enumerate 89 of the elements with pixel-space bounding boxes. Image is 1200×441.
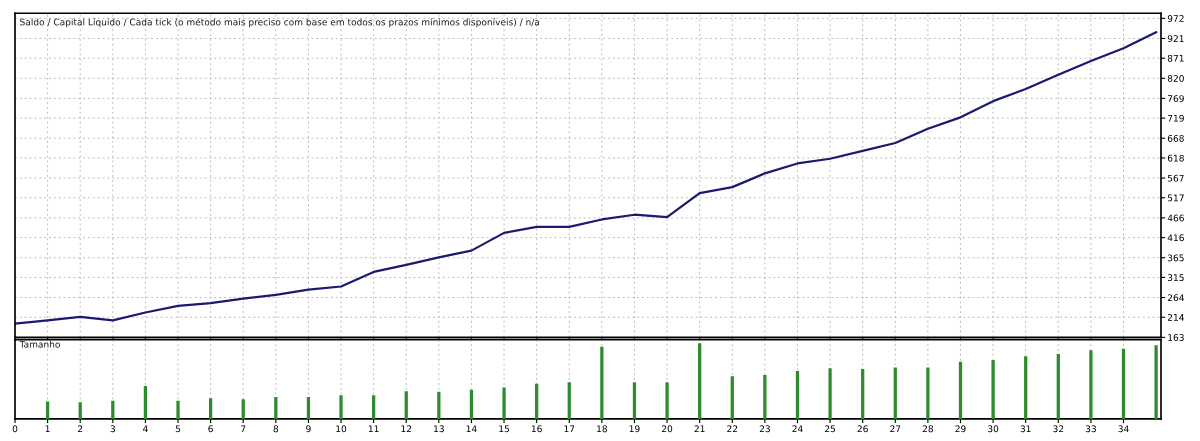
y-tick-label: 668 [1167,134,1184,142]
x-tick-label: 6 [208,425,213,433]
line-series [15,31,1158,325]
x-tick-label: 14 [466,425,477,433]
chart-title: Tamanho [19,340,60,348]
x-tick-label: 24 [792,425,803,433]
x-tick-label: 11 [368,425,379,433]
x-tick-label: 2 [78,425,83,433]
x-tick-label: 28 [922,425,934,433]
x-tick-label: 7 [241,425,246,433]
bar [893,367,897,419]
y-tick-label: 163 [1168,334,1184,341]
y-tick-label: 769 [1167,95,1184,102]
bar [208,398,213,419]
x-tick-label: 33 [1085,425,1096,433]
x-tick-label: 29 [955,425,966,433]
x-tick-label: 17 [564,425,575,433]
bar [535,383,539,419]
x-tick-label: 19 [629,425,640,433]
bar [241,399,245,419]
text: Saldo / Capital Líquido / Cada tick (o método mais preciso com base em todos os prazos mínimos disponíveis) / n/a [20,18,540,28]
bar [763,375,767,419]
bar [958,361,963,419]
bar [600,346,604,419]
bar [1089,350,1093,419]
x-tick-label: 5 [175,425,181,433]
x-tick-label: 13 [434,425,444,433]
bar [1056,353,1060,419]
bar [567,382,571,419]
x-tick-label: 27 [890,425,901,433]
bar [1024,356,1028,419]
x-tick-label: 9 [306,425,311,433]
x-tick-label: 30 [988,425,999,433]
bar [372,395,376,419]
bar [1121,348,1126,419]
bar [926,367,930,419]
bar [698,343,702,419]
x-tick-label: 32 [1053,425,1064,433]
x-tick-label: 34 [1118,425,1129,433]
x-tick-label: 25 [825,425,836,433]
bar [143,386,148,419]
bar [176,400,180,419]
x-tick-label: 8 [273,425,279,433]
x-tick-label: 12 [401,425,412,433]
y-tick-label: 416 [1167,234,1184,242]
x-tick-label: 16 [531,425,542,433]
bar [665,382,669,419]
x-tick-label: 1 [45,425,50,433]
x-tick-label: 31 [1020,425,1031,433]
x-tick-label: 22 [727,425,738,433]
bar [306,397,311,419]
bar [404,391,408,419]
y-tick-label: 972 [1167,15,1184,22]
x-tick-label: 3 [110,425,115,433]
y-tick-label: 820 [1167,75,1184,82]
y-tick-label: 214 [1167,313,1184,321]
x-tick-label: 10 [336,425,347,433]
bar [469,389,474,419]
y-tick-label: 921 [1167,35,1184,43]
x-tick-label: 20 [661,425,673,433]
bar [502,387,506,419]
bar [111,400,115,419]
bar [632,382,637,419]
x-tick-label: 21 [694,425,705,433]
y-tick-label: 466 [1167,214,1184,222]
bar [1154,345,1158,419]
y-tick-label: 567 [1167,174,1184,182]
y-tick-label: 871 [1167,54,1184,62]
x-tick-label: 0 [12,425,18,433]
bar [78,402,82,419]
bar [730,376,734,419]
x-tick-label: 23 [759,425,770,433]
x-tick-label: 26 [857,425,868,433]
y-tick-label: 365 [1167,254,1184,262]
bar [795,370,800,419]
y-tick-label: 719 [1167,114,1184,122]
bar [339,395,343,419]
y-tick-label: 264 [1167,294,1184,302]
bar [274,397,278,419]
bar [991,359,995,419]
x-tick-label: 15 [499,425,509,433]
bar [861,369,865,419]
y-tick-label: 517 [1167,194,1184,202]
y-tick-label: 618 [1167,154,1184,162]
bar [437,391,441,419]
x-tick-label: 18 [597,425,607,433]
x-tick-label: 4 [142,425,148,433]
bar [828,368,832,419]
y-tick-label: 315 [1167,274,1184,281]
